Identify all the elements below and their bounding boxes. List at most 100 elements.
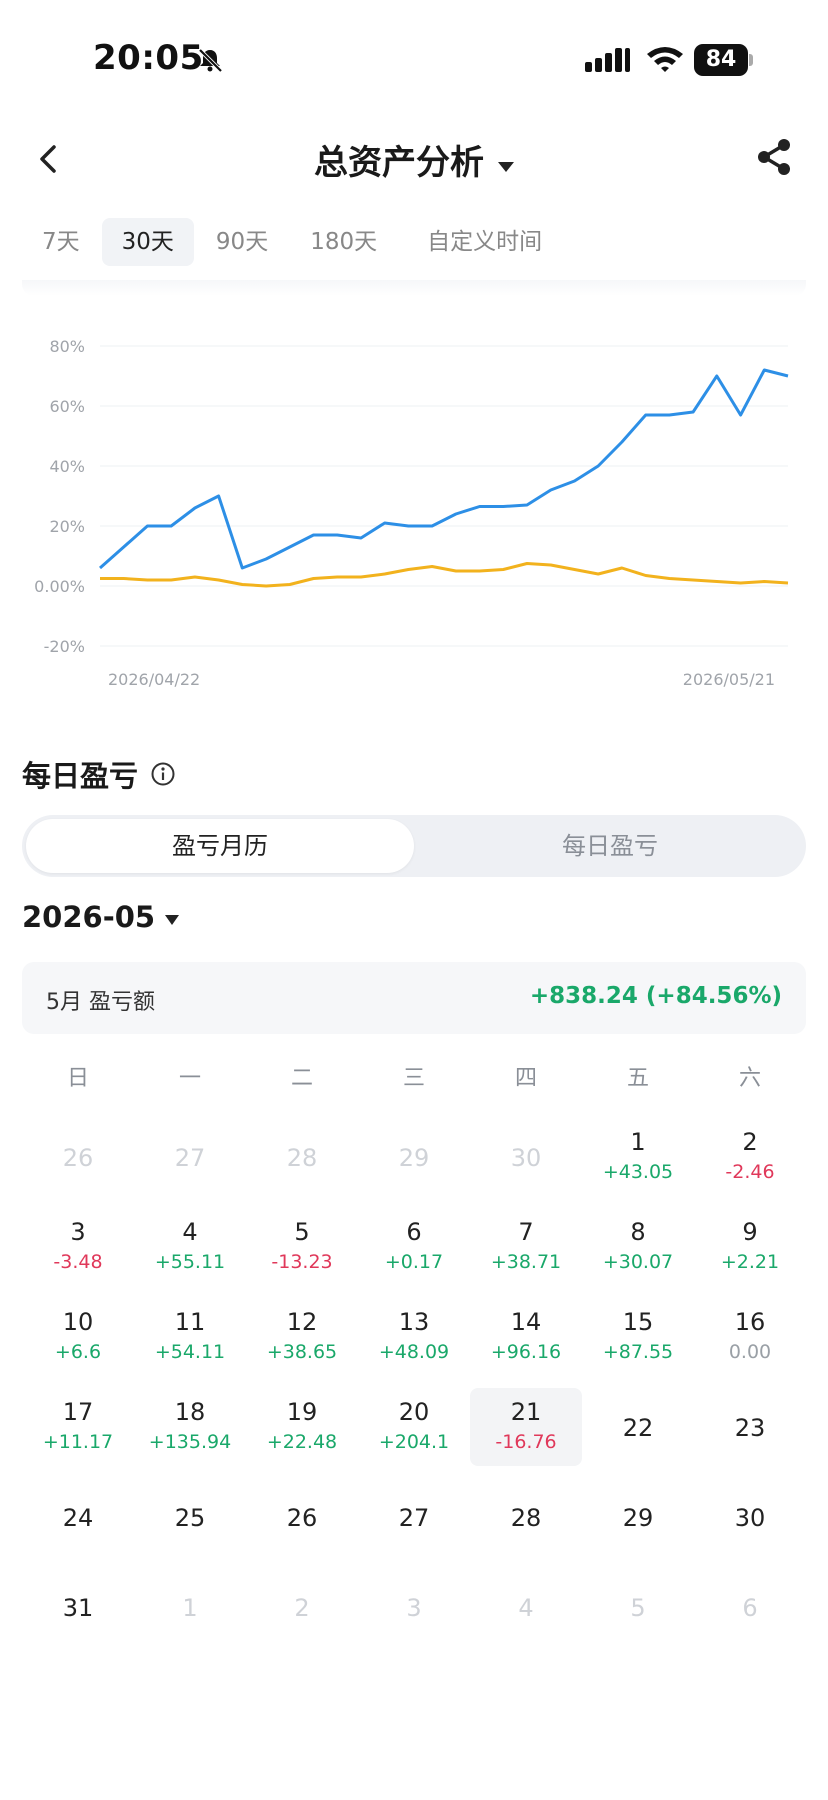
- calendar-day[interactable]: 8 +30.07: [582, 1208, 694, 1298]
- calendar-day[interactable]: 28: [470, 1478, 582, 1568]
- day-number: 9: [742, 1218, 758, 1246]
- calendar-day[interactable]: 14 +96.16: [470, 1298, 582, 1388]
- calendar-week: 17 +11.17 18 +135.94 19 +22.48 20 +204.1 21 -16.7…: [22, 1388, 806, 1478]
- calendar-day[interactable]: 19 +22.48: [246, 1388, 358, 1478]
- day-number: 23: [734, 1414, 766, 1442]
- day-pl-value: +135.94: [148, 1431, 232, 1453]
- series-line-0: [99, 368, 789, 570]
- calendar-day[interactable]: 25: [134, 1478, 246, 1568]
- day-number: 24: [62, 1504, 94, 1532]
- day-number: 15: [622, 1308, 654, 1336]
- segment-daily[interactable]: 每日盈亏: [562, 832, 658, 860]
- title-dropdown[interactable]: 总资产分析: [0, 135, 828, 184]
- calendar-day: 3: [358, 1568, 470, 1658]
- info-icon[interactable]: [150, 761, 176, 787]
- day-number: 1: [630, 1128, 646, 1156]
- day-number: 8: [630, 1218, 646, 1246]
- share-icon[interactable]: [752, 135, 796, 179]
- calendar-day[interactable]: 30: [694, 1478, 806, 1568]
- calendar-day[interactable]: 24: [22, 1478, 134, 1568]
- calendar-day[interactable]: 15 +87.55: [582, 1298, 694, 1388]
- calendar-day[interactable]: 20 +204.1: [358, 1388, 470, 1478]
- day-number: 6: [406, 1218, 422, 1246]
- day-pl-value: +54.11: [154, 1341, 226, 1363]
- tab-180-days[interactable]: 180天: [310, 229, 378, 255]
- day-number: 6: [742, 1594, 758, 1622]
- tab-custom-range[interactable]: 自定义时间: [427, 229, 543, 255]
- calendar-day[interactable]: 17 +11.17: [22, 1388, 134, 1478]
- calendar-day[interactable]: 1 +43.05: [582, 1118, 694, 1208]
- caret-down-icon: [165, 914, 180, 925]
- battery-indicator: 84: [694, 44, 754, 76]
- day-number: 26: [62, 1144, 94, 1172]
- calendar-day[interactable]: 12 +38.65: [246, 1298, 358, 1388]
- day-pl-value: +22.48: [266, 1431, 338, 1453]
- calendar-day[interactable]: 10 +6.6: [22, 1298, 134, 1388]
- day-pl-value: +55.11: [154, 1251, 226, 1273]
- month-picker[interactable]: 2026-05: [22, 900, 180, 940]
- battery-tip: [749, 54, 753, 66]
- y-tick-label: 80%: [49, 337, 85, 356]
- weekday-label: 二: [290, 1066, 313, 1091]
- calendar-day: 1: [134, 1568, 246, 1658]
- calendar-day[interactable]: 2 -2.46: [694, 1118, 806, 1208]
- calendar-day[interactable]: 3 -3.48: [22, 1208, 134, 1298]
- calendar-day[interactable]: 27: [358, 1478, 470, 1568]
- section-divider: [22, 280, 806, 296]
- asset-line-chart: 80% 60% 40% 20% 0.00% -20% 2026/04/22 2026/05/2…: [0, 310, 828, 710]
- weekday-label: 一: [178, 1066, 201, 1091]
- calendar-day[interactable]: 22: [582, 1388, 694, 1478]
- day-number: 3: [70, 1218, 86, 1246]
- day-pl-value: +87.55: [602, 1341, 674, 1363]
- calendar-day[interactable]: 4 +55.11: [134, 1208, 246, 1298]
- weekday-label: 五: [626, 1066, 649, 1091]
- day-number: 4: [182, 1218, 198, 1246]
- calendar-day[interactable]: 5 -13.23: [246, 1208, 358, 1298]
- day-number: 28: [286, 1144, 318, 1172]
- calendar-day: 27: [134, 1118, 246, 1208]
- back-arrow-icon[interactable]: [28, 137, 72, 181]
- day-number: 21: [510, 1398, 542, 1426]
- day-number: 30: [510, 1144, 542, 1172]
- calendar-day[interactable]: 6 +0.17: [358, 1208, 470, 1298]
- calendar-day[interactable]: 11 +54.11: [134, 1298, 246, 1388]
- y-tick-label: 40%: [49, 457, 85, 476]
- calendar-day[interactable]: 7 +38.71: [470, 1208, 582, 1298]
- calendar-day-today[interactable]: 21 -16.76: [470, 1388, 582, 1466]
- calendar-day[interactable]: 29: [582, 1478, 694, 1568]
- weekday-label: 三: [402, 1066, 425, 1091]
- calendar-day[interactable]: 18 +135.94: [134, 1388, 246, 1478]
- day-pl-value: 0.00: [728, 1341, 772, 1363]
- day-number: 4: [518, 1594, 534, 1622]
- day-pl-value: +204.1: [378, 1431, 450, 1453]
- calendar-day[interactable]: 23: [694, 1388, 806, 1478]
- day-number: 14: [510, 1308, 542, 1336]
- y-tick-label: 20%: [49, 517, 85, 536]
- chart-canvas: 80% 60% 40% 20% 0.00% -20% 2026/04/22 2026/05/2…: [34, 337, 789, 689]
- day-number: 16: [734, 1308, 766, 1336]
- calendar-day[interactable]: 26: [246, 1478, 358, 1568]
- pl-calendar: 26 27 28 29 30 1 +43.05 2 -2.46 3 -3.48 4 +55.11 5 -13…: [22, 1118, 806, 1658]
- day-number: 20: [398, 1398, 430, 1426]
- wifi-icon: [647, 47, 683, 72]
- calendar-day[interactable]: 13 +48.09: [358, 1298, 470, 1388]
- day-pl-value: +11.17: [42, 1431, 114, 1453]
- day-number: 18: [174, 1398, 206, 1426]
- tab-30-days[interactable]: 30天: [101, 218, 194, 266]
- tab-7-days[interactable]: 7天: [42, 229, 80, 255]
- calendar-day[interactable]: 31: [22, 1568, 134, 1658]
- segment-calendar[interactable]: 盈亏月历: [26, 819, 414, 873]
- page-header: 总资产分析: [0, 125, 828, 195]
- calendar-day: 2: [246, 1568, 358, 1658]
- day-number: 7: [518, 1218, 534, 1246]
- month-summary-label: 5月 盈亏额: [46, 990, 155, 1015]
- y-tick-label: 0.00%: [34, 577, 85, 596]
- view-segment-control: 盈亏月历 每日盈亏: [22, 815, 806, 877]
- day-number: 13: [398, 1308, 430, 1336]
- calendar-day[interactable]: 16 0.00: [694, 1298, 806, 1388]
- tab-90-days[interactable]: 90天: [215, 229, 269, 255]
- day-pl-value: +2.21: [720, 1251, 780, 1273]
- weekday-label: 日: [66, 1066, 89, 1091]
- day-number: 2: [294, 1594, 310, 1622]
- calendar-day[interactable]: 9 +2.21: [694, 1208, 806, 1298]
